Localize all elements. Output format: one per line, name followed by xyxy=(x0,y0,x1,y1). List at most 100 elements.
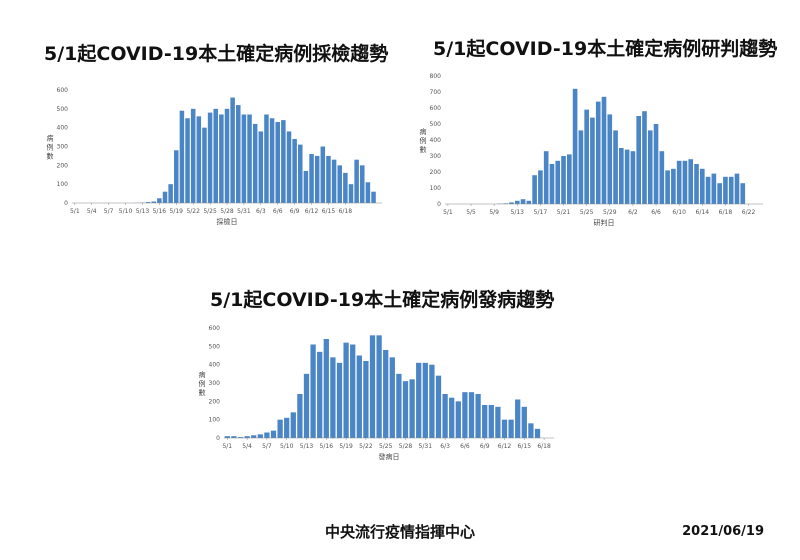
bar xyxy=(336,362,343,438)
bar xyxy=(538,170,543,204)
bar xyxy=(151,201,156,203)
bar xyxy=(396,373,402,438)
bar xyxy=(503,203,509,204)
x-tick-label: 5/31 xyxy=(419,443,433,450)
bar xyxy=(555,160,561,204)
x-tick-label: 6/3 xyxy=(256,208,266,215)
bar xyxy=(636,116,642,204)
y-tick-label: 600 xyxy=(209,325,221,332)
bar xyxy=(309,154,314,203)
bar xyxy=(331,159,337,203)
x-tick-label: 6/22 xyxy=(742,209,756,216)
bar xyxy=(462,392,468,438)
bar xyxy=(190,108,196,203)
bar xyxy=(495,406,501,438)
bar xyxy=(297,394,303,438)
x-tick-label: 5/1 xyxy=(70,208,80,215)
bar xyxy=(330,357,336,438)
bar xyxy=(320,146,326,203)
bar xyxy=(435,375,442,438)
bar xyxy=(578,130,584,204)
bar xyxy=(185,118,190,203)
bar xyxy=(482,405,488,438)
bar xyxy=(281,120,286,203)
bar xyxy=(343,342,349,438)
x-tick-label: 6/3 xyxy=(440,443,450,450)
bar xyxy=(534,428,541,438)
bar xyxy=(383,350,389,438)
chart-diagnosis: 0 100 200 300 400 500 600 700 800 5/1 5/5 5/9 5/13 5/… xyxy=(420,73,763,227)
bar xyxy=(376,335,382,438)
bar xyxy=(348,184,354,203)
x-tick-label: 5/19 xyxy=(170,208,184,215)
x-tick-label: 6/12 xyxy=(498,443,512,450)
bar xyxy=(230,97,235,203)
bar xyxy=(277,419,283,438)
bar xyxy=(323,339,329,438)
bar xyxy=(237,437,244,438)
bar xyxy=(251,435,257,438)
y-tick-label: 800 xyxy=(430,73,442,80)
bar xyxy=(429,364,435,438)
y-axis-label: 病例數 xyxy=(420,127,427,154)
x-tick-label: 6/15 xyxy=(518,443,532,450)
bar xyxy=(224,436,230,438)
chart-onset: 0 100 200 300 400 500 600 5/1 5/4 5/7 5/10 5/13 5/16… xyxy=(199,325,554,461)
bar xyxy=(520,199,526,204)
chart-sampling: 0 100 200 300 400 500 600 5/1 5/4 5/7 5/10 5/13 5/16… xyxy=(47,87,382,226)
bar xyxy=(717,183,722,204)
y-axis-label: 病例數 xyxy=(47,134,54,161)
x-tick-label: 6/6 xyxy=(273,208,283,215)
y-tick-label: 300 xyxy=(430,153,442,160)
y-tick-label: 0 xyxy=(216,435,220,442)
bar xyxy=(630,151,636,204)
bar xyxy=(145,202,151,203)
y-tick-label: 600 xyxy=(57,87,69,94)
bar xyxy=(475,394,481,438)
bar xyxy=(653,124,659,204)
x-tick-label: 5/28 xyxy=(399,443,413,450)
x-tick-label: 6/2 xyxy=(628,209,638,216)
bar xyxy=(162,191,168,203)
x-tick-label: 6/18 xyxy=(537,443,551,450)
chart-title-diagnosis: 5/1起COVID-19本土確定病例研判趨勢 xyxy=(433,38,778,60)
bar xyxy=(174,150,179,203)
x-tick-label: 6/12 xyxy=(305,208,319,215)
bar xyxy=(665,170,670,204)
bar xyxy=(561,156,566,204)
bar xyxy=(365,182,371,203)
x-tick-label: 6/9 xyxy=(290,208,300,215)
bar xyxy=(601,96,607,204)
bar xyxy=(317,351,323,438)
x-tick-label: 5/17 xyxy=(534,209,548,216)
bar xyxy=(389,357,395,438)
y-tick-label: 300 xyxy=(209,380,221,387)
bar xyxy=(247,114,252,203)
x-tick-label: 6/9 xyxy=(480,443,490,450)
x-tick-label: 6/14 xyxy=(696,209,710,216)
bar xyxy=(449,397,455,438)
bar xyxy=(607,114,613,204)
bar xyxy=(590,117,595,204)
bar xyxy=(468,392,475,438)
x-tick-label: 5/16 xyxy=(320,443,334,450)
bar xyxy=(619,148,624,204)
bar xyxy=(647,130,653,204)
bar xyxy=(257,434,263,438)
bar xyxy=(624,149,630,204)
bar xyxy=(659,151,665,204)
bar xyxy=(442,394,448,438)
bar xyxy=(244,436,250,438)
chart-title-onset: 5/1起COVID-19本土確定病例發病趨勢 xyxy=(210,289,555,311)
bar xyxy=(528,423,534,438)
bar xyxy=(286,131,292,203)
x-axis-label: 發病日 xyxy=(379,452,400,461)
bar xyxy=(168,184,173,203)
y-tick-label: 400 xyxy=(430,137,442,144)
bar xyxy=(676,160,682,204)
bar xyxy=(224,108,230,203)
x-tick-label: 5/25 xyxy=(379,443,393,450)
x-tick-label: 5/13 xyxy=(300,443,314,450)
bar xyxy=(213,108,218,203)
bar xyxy=(694,164,699,204)
